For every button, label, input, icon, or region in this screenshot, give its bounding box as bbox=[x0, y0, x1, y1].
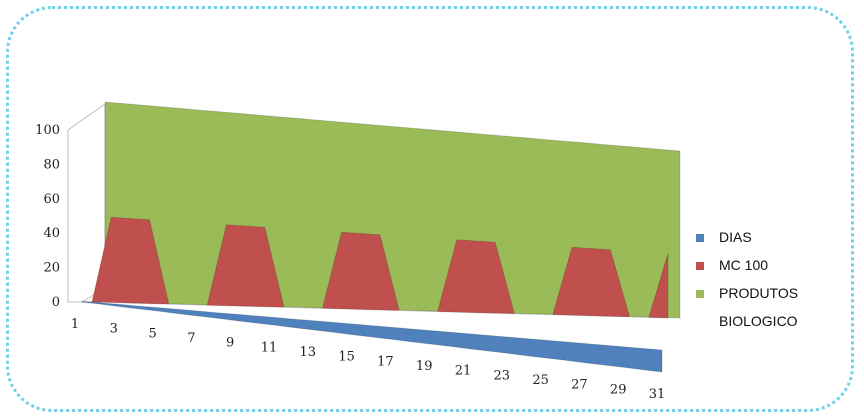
x-tick-label: 11 bbox=[261, 340, 278, 355]
x-tick-label: 31 bbox=[649, 387, 666, 402]
chart-frame bbox=[6, 6, 854, 412]
series-layer bbox=[81, 101, 681, 373]
x-tick-label: 5 bbox=[148, 326, 156, 341]
legend-swatch bbox=[696, 290, 704, 298]
legend-label: MC 100 bbox=[719, 257, 768, 273]
x-tick-label: 21 bbox=[455, 364, 472, 379]
y-tick-label: 0 bbox=[52, 295, 60, 310]
series-area-mc-100 bbox=[91, 216, 669, 319]
legend-swatch bbox=[696, 262, 704, 270]
y-tick-label: 80 bbox=[43, 157, 60, 172]
y-tick-label: 20 bbox=[43, 261, 60, 276]
x-tick-label: 25 bbox=[532, 373, 549, 388]
series-area-dias bbox=[81, 300, 663, 373]
x-tick-label: 3 bbox=[110, 322, 118, 337]
x-tick-label: 13 bbox=[300, 345, 317, 360]
y-tick-label: 60 bbox=[43, 192, 60, 207]
x-tick-label: 23 bbox=[494, 368, 511, 383]
x-tick-label: 9 bbox=[226, 336, 234, 351]
x-tick-label: 7 bbox=[187, 331, 195, 346]
legend-label: DIAS bbox=[719, 229, 752, 245]
x-tick-label: 17 bbox=[377, 354, 394, 369]
y-tick-label: 100 bbox=[35, 123, 60, 138]
legend-label: BIOLOGICO bbox=[719, 313, 798, 329]
legend-swatch bbox=[696, 234, 704, 242]
x-tick-label: 1 bbox=[71, 317, 79, 332]
legend: DIAS MC 100 PRODUTOS BIOLOGICO bbox=[696, 229, 798, 329]
legend-label: PRODUTOS bbox=[719, 285, 798, 301]
y-tick-label: 40 bbox=[43, 226, 60, 241]
x-tick-label: 27 bbox=[571, 378, 588, 393]
x-tick-label: 19 bbox=[416, 359, 433, 374]
x-tick-label: 29 bbox=[610, 382, 627, 397]
y-axis-ticks: 0 20 40 60 80 100 bbox=[35, 123, 60, 310]
x-axis-ticks: 1 3 5 7 9 11 13 15 17 19 21 23 25 27 29 31 bbox=[71, 317, 665, 402]
x-tick-label: 15 bbox=[338, 350, 355, 365]
